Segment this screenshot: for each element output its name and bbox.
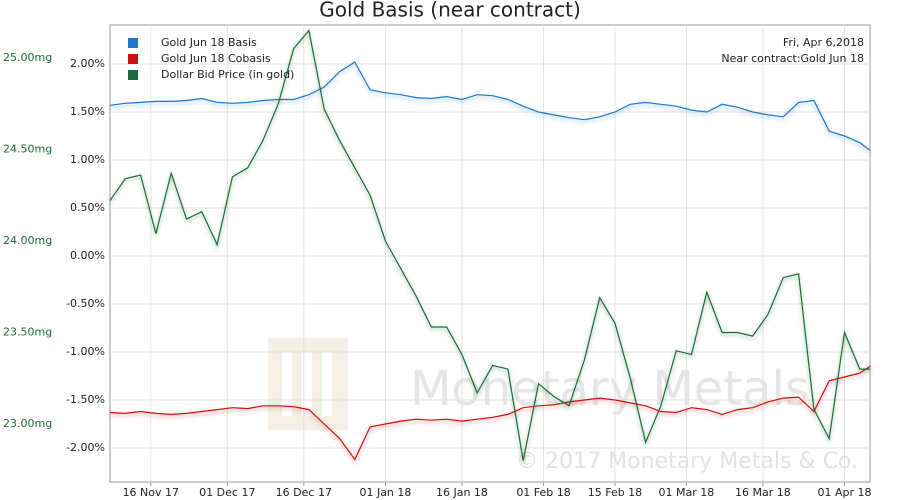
y-tick-label: -1.50% xyxy=(66,393,105,406)
x-tick-label: 01 Dec 17 xyxy=(199,486,255,499)
watermark-logo xyxy=(268,338,348,430)
x-tick-label: 01 Jan 18 xyxy=(359,486,411,499)
y2-tick-label: 23.00mg xyxy=(3,417,52,430)
x-tick-label: 16 Dec 17 xyxy=(276,486,332,499)
annotation: Near contract:Gold Jun 18 xyxy=(721,52,864,65)
legend-swatch xyxy=(128,38,138,48)
y-tick-label: 1.50% xyxy=(70,105,105,118)
x-tick-label: 16 Nov 17 xyxy=(123,486,179,499)
y2-tick-label: 24.00mg xyxy=(3,234,52,247)
legend-swatch xyxy=(128,70,138,80)
x-tick-label: 16 Jan 18 xyxy=(436,486,488,499)
watermark: Monetary Metals xyxy=(410,361,810,417)
x-tick-label: 01 Mar 18 xyxy=(659,486,715,499)
grid xyxy=(110,25,870,482)
y-tick-label: -1.00% xyxy=(66,345,105,358)
y-tick-label: -2.00% xyxy=(66,441,105,454)
y-tick-label: 1.00% xyxy=(70,153,105,166)
legend-swatch xyxy=(128,54,138,64)
chart-title: Gold Basis (near contract) xyxy=(319,0,581,22)
legend-label: Gold Jun 18 Basis xyxy=(161,36,257,49)
legend-label: Gold Jun 18 Cobasis xyxy=(161,52,271,65)
legend-label: Dollar Bid Price (in gold) xyxy=(161,68,294,81)
y-tick-label: -0.50% xyxy=(66,297,105,310)
y-tick-label: 2.00% xyxy=(70,57,105,70)
x-tick-label: 15 Feb 18 xyxy=(588,486,642,499)
series-line xyxy=(109,61,871,151)
annotation: Fri, Apr 6,2018 xyxy=(783,36,864,49)
series-line xyxy=(109,365,871,461)
watermark: © 2017 Monetary Metals & Co. xyxy=(516,449,858,474)
y-tick-label: 0.00% xyxy=(70,249,105,262)
x-tick-label: 16 Mar 18 xyxy=(735,486,791,499)
series-line xyxy=(109,29,870,461)
x-tick-label: 01 Feb 18 xyxy=(516,486,570,499)
y-tick-label: 0.50% xyxy=(70,201,105,214)
y2-tick-label: 25.00mg xyxy=(3,51,52,64)
y2-tick-label: 23.50mg xyxy=(3,325,52,338)
y2-tick-label: 24.50mg xyxy=(3,142,52,155)
plot-area xyxy=(109,24,871,483)
x-tick-label: 01 Apr 18 xyxy=(817,486,871,499)
